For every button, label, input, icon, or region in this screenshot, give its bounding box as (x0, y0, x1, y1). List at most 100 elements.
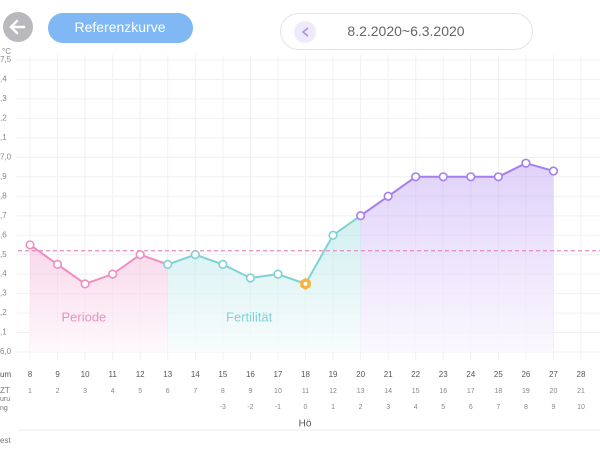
y-tick-label: 7,5 (0, 55, 12, 64)
y-tick-label: 6,0 (0, 347, 12, 356)
points (25, 158, 559, 290)
x-tick-label: 19 (329, 370, 338, 379)
point (356, 211, 366, 221)
date-box[interactable] (280, 13, 533, 50)
phase-fade (30, 244, 168, 352)
x-tick-label: 23 (439, 370, 448, 379)
offset: 4 (414, 404, 418, 411)
row-label: est (0, 436, 11, 445)
x-tick-label: 22 (411, 370, 420, 379)
cycle-day: 8 (221, 388, 225, 395)
y-tick-label: ,4 (0, 75, 7, 84)
offset-label: ng (0, 405, 8, 412)
cycle-day: 14 (384, 388, 392, 395)
y-tick-label: 7,0 (0, 152, 12, 161)
y-tick-label: ,3 (0, 289, 7, 298)
offset: 5 (441, 404, 445, 411)
date-range: 8.2.2020~6.3.2020 (347, 23, 464, 39)
x-tick-label: 10 (81, 370, 90, 379)
x-tick-label: 14 (191, 370, 200, 379)
y-tick-label: ,5 (0, 250, 7, 259)
point (328, 230, 338, 240)
offset: 9 (551, 404, 555, 411)
cycle-day: 11 (302, 388, 309, 395)
cycle-day: 18 (494, 388, 502, 395)
y-tick-label: ,9 (0, 172, 7, 181)
offset: 3 (386, 404, 390, 411)
offset: 0 (304, 404, 308, 411)
cycle-label: ZT (0, 386, 10, 395)
hint: Hö (299, 419, 312, 430)
point (190, 250, 200, 260)
x-tick-label: 17 (273, 370, 282, 379)
x-tick-label: 18 (301, 370, 310, 379)
x-tick-label: 24 (466, 370, 475, 379)
y-unit: °C (2, 47, 11, 56)
x-tick-label: 26 (521, 370, 530, 379)
point (80, 279, 90, 289)
offset: 1 (331, 404, 335, 411)
x-tick-label: 15 (218, 370, 227, 379)
rows: 8192103114125136147158-3169-21710-118110… (0, 370, 586, 412)
phase-line (29, 244, 169, 285)
cycle-day: 19 (522, 388, 530, 395)
point (548, 166, 559, 176)
x-tick-label: 20 (356, 370, 365, 379)
point (52, 259, 63, 270)
cycle-day: 21 (577, 388, 585, 395)
x-tick-label: 11 (108, 370, 117, 379)
point (493, 172, 503, 182)
reference-button[interactable] (48, 13, 193, 43)
offset: 7 (496, 404, 500, 411)
offset: -1 (275, 404, 281, 411)
offset: 2 (359, 404, 363, 411)
offset: 10 (577, 404, 585, 411)
phase-fade (167, 215, 361, 352)
y-tick-label: ,2 (0, 308, 7, 317)
x-label: um (0, 370, 11, 379)
phase-label: Fertilität (226, 309, 273, 324)
x-tick-label: 8 (28, 370, 33, 379)
y-tick-label: ,1 (0, 133, 7, 142)
back-icon (9, 19, 26, 35)
point (135, 250, 145, 260)
cycle-day: 10 (274, 388, 282, 395)
y-tick-label: ,3 (0, 94, 7, 103)
y-tick-label: ,7 (0, 211, 7, 220)
offset: 6 (469, 404, 473, 411)
point (438, 172, 448, 182)
offset-label: uru (0, 396, 10, 403)
offset: -3 (220, 404, 226, 411)
phase-line (360, 162, 554, 217)
x-tick-label: 13 (163, 370, 172, 379)
date-icon-arrow (301, 27, 309, 37)
phase-label: Periode (61, 309, 106, 324)
x-tick-label: 27 (549, 370, 558, 379)
y-tick-label: ,4 (0, 269, 7, 278)
y-tick-label: ,1 (0, 328, 7, 337)
y-tick-label: ,8 (0, 191, 7, 200)
cycle-day: 1 (28, 388, 32, 395)
phase-fade (360, 163, 554, 352)
point (245, 273, 255, 283)
x-tick-label: 12 (136, 370, 145, 379)
x-tick-label: 25 (494, 370, 503, 379)
areas: Periode Fertilität (30, 163, 554, 352)
cycle-day: 17 (467, 388, 475, 395)
cycle-day: 3 (83, 388, 87, 395)
offset: 8 (524, 404, 528, 411)
x-tick-label: 9 (55, 370, 60, 379)
date-icon[interactable] (294, 21, 316, 43)
cycle-day: 12 (329, 388, 337, 395)
lines (18, 162, 600, 286)
ovulation-center (303, 281, 308, 286)
point (273, 269, 283, 279)
cycle-day: 7 (193, 388, 197, 395)
cycle-day: 2 (56, 388, 60, 395)
point (163, 259, 173, 270)
point (383, 191, 393, 201)
x-tick-label: 28 (577, 370, 586, 379)
point (411, 172, 421, 182)
cycle-day: 20 (550, 388, 558, 395)
